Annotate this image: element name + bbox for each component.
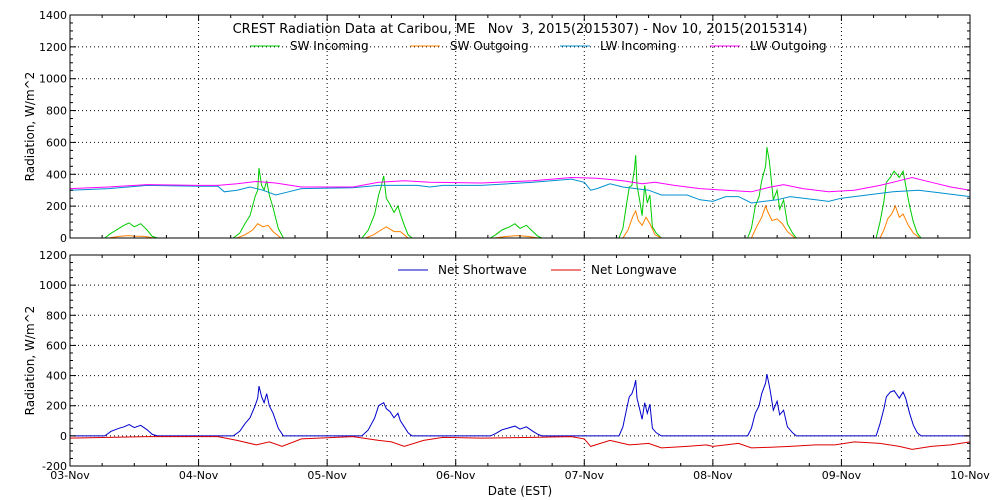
legend-label: LW Outgoing [750,39,827,53]
x-tick-label: 07-Nov [565,469,605,482]
y-tick-label: 200 [46,400,67,413]
y-tick-label: 1000 [39,73,67,86]
series-line-lw-outgoing [69,176,971,193]
legend-label: LW Incoming [600,39,677,53]
series-line-net-shortwave [70,373,970,437]
series-line-sw-incoming [70,147,970,239]
y-tick-label: 1400 [39,9,67,22]
y-tick-label: 1200 [39,249,67,262]
x-tick-label: 06-Nov [436,469,476,482]
legend-label: SW Outgoing [450,39,529,53]
y-axis-title: Radiation, W/m^2 [23,72,37,182]
series-line-sw-outgoing [70,204,970,239]
y-tick-label: 600 [46,339,67,352]
x-tick-label: 10-Nov [950,469,990,482]
x-tick-label: 03-Nov [50,469,90,482]
x-tick-label: 05-Nov [307,469,347,482]
y-tick-label: 1200 [39,41,67,54]
y-axis-title: Radiation, W/m^2 [23,306,37,416]
x-tick-label: 04-Nov [179,469,219,482]
y-tick-label: 400 [46,168,67,181]
y-tick-label: 0 [60,232,67,245]
bottom-panel: -200 0 200 400 600 800 1000 1200 03-Nov 04-Nov 05-… [23,249,990,498]
x-axis-title: Date (EST) [488,484,552,498]
legend-label: SW Incoming [290,39,369,53]
y-tick-label: 200 [46,200,67,213]
legend-label: Net Shortwave [438,263,527,277]
legend-label: Net Longwave [591,263,677,277]
y-tick-label: 1000 [39,279,67,292]
y-tick-label: 0 [60,430,67,443]
top-panel: 0 200 400 600 800 1000 1200 1400 Radiation, W/m^… [23,9,971,245]
y-tick-label: -200 [42,460,67,473]
series-line-net-longwave [69,436,971,450]
y-tick-label: 800 [46,105,67,118]
x-tick-label: 09-Nov [822,469,862,482]
plot-frame [69,254,971,467]
y-tick-label: 400 [46,370,67,383]
y-tick-label: 800 [46,309,67,322]
series-line-lw-incoming [69,178,971,204]
y-tick-label: 600 [46,136,67,149]
chart-title: CREST Radiation Data at Caribou, ME Nov … [233,22,808,37]
x-tick-label: 08-Nov [693,469,733,482]
